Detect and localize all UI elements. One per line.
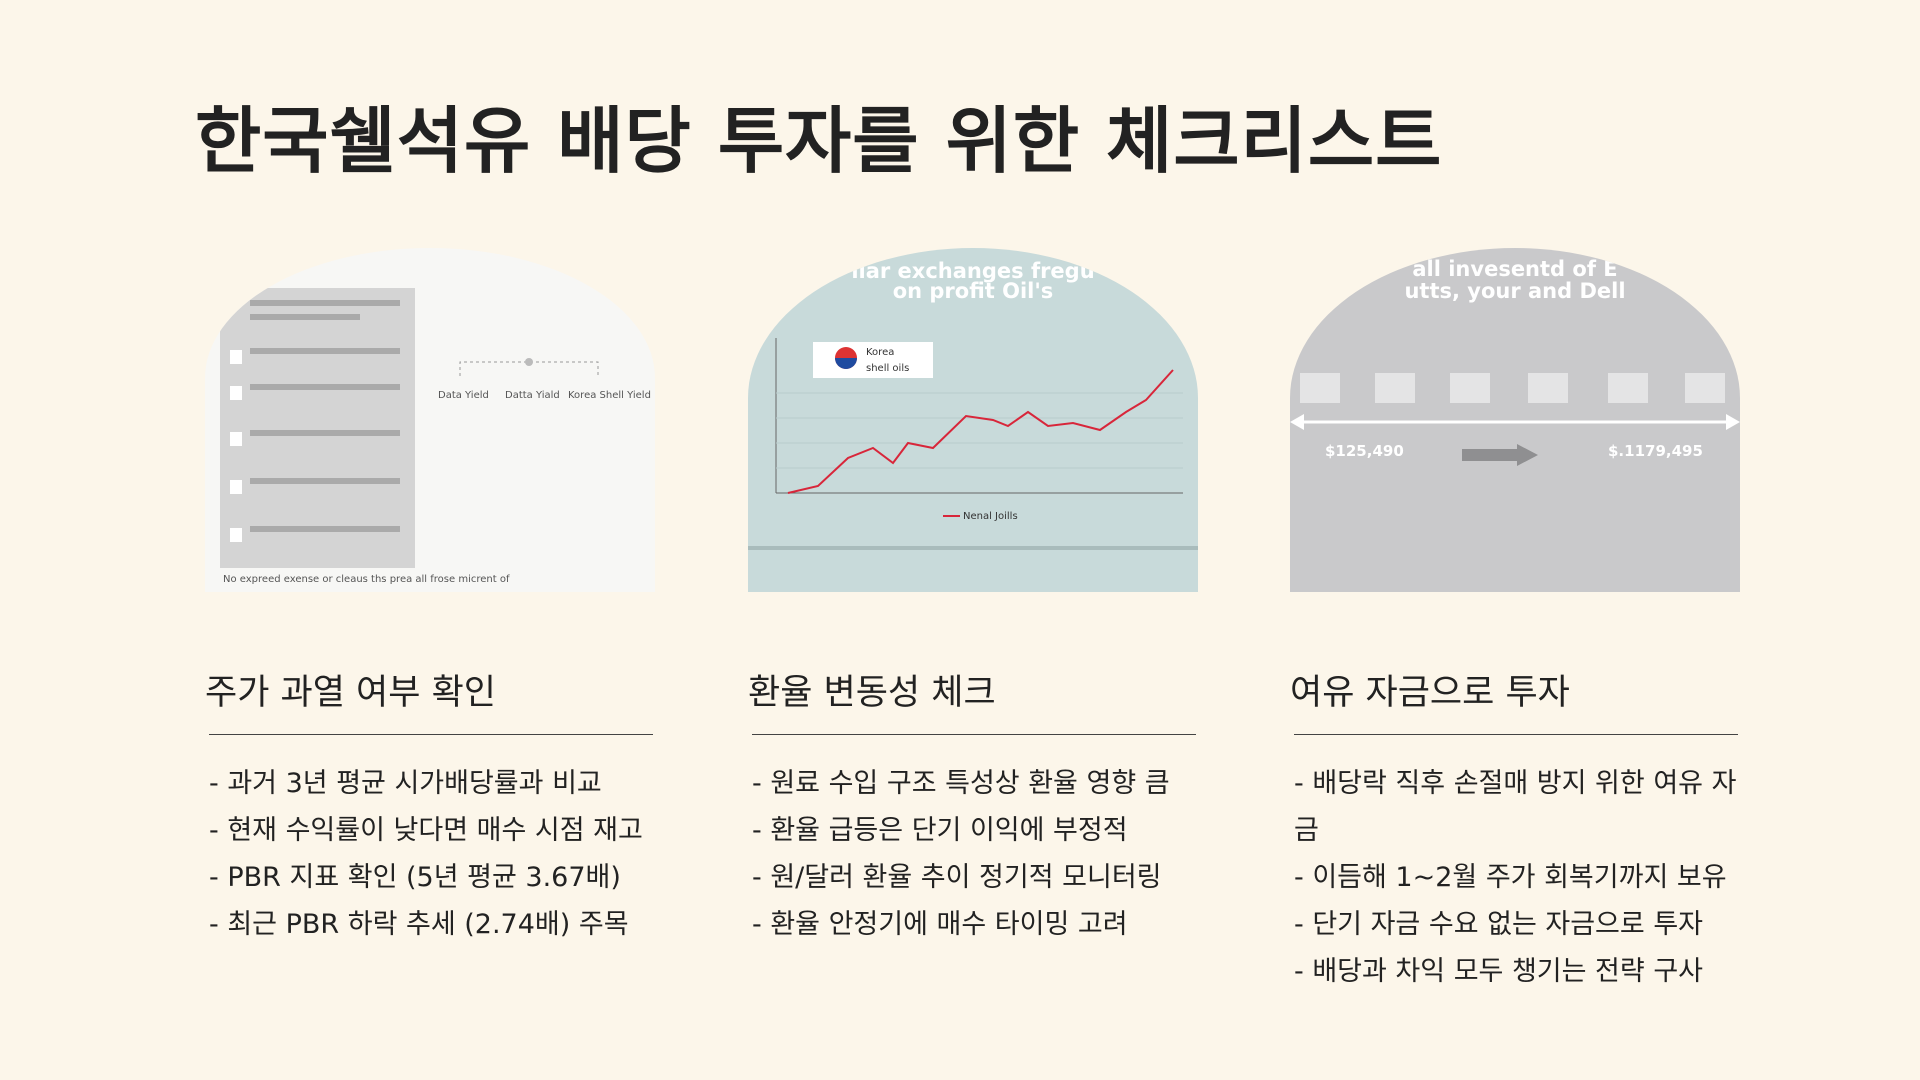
bullet: - 배당락 직후 손절매 방지 위한 여유 자금 bbox=[1294, 768, 1737, 846]
divider bbox=[752, 734, 1196, 735]
card-image: Data Yield Datta Yiald Korea Shell Yield… bbox=[205, 248, 655, 592]
card-image: llar exchanges fregu on profit Oil's Kor… bbox=[748, 248, 1198, 592]
card-heading: 주가 과열 여부 확인 bbox=[205, 673, 496, 713]
divider bbox=[209, 734, 653, 735]
bullet-list: - 배당락 직후 손절매 방지 위한 여유 자금 - 이듬해 1~2월 주가 회복… bbox=[1294, 760, 1744, 995]
card-heading: 환율 변동성 체크 bbox=[748, 673, 996, 713]
card-image: all invesentd of E utts, your and Dell $… bbox=[1290, 248, 1740, 592]
bullet: - 환율 안정기에 매수 타이밍 고려 bbox=[752, 909, 1128, 940]
image-text: on profit Oil's bbox=[893, 279, 1054, 303]
card: all invesentd of E utts, your and Dell $… bbox=[1290, 248, 1740, 987]
image-text: utts, your and Dell bbox=[1404, 279, 1625, 303]
slide-title: 한국쉘석유 배당 투자를 위한 체크리스트 bbox=[195, 99, 1443, 183]
bullet: - 환율 급등은 단기 이익에 부정적 bbox=[752, 815, 1128, 846]
image-text: Nenal Joills bbox=[963, 511, 1018, 522]
bullet: - 최근 PBR 하락 추세 (2.74배) 주목 bbox=[209, 909, 629, 940]
card-heading: 여유 자금으로 투자 bbox=[1290, 673, 1570, 713]
image-text: Datta Yiald bbox=[505, 390, 560, 401]
image-text: all invesentd of E bbox=[1412, 257, 1617, 281]
image-text: $125,490 bbox=[1325, 442, 1404, 460]
card: Data Yield Datta Yiald Korea Shell Yield… bbox=[205, 248, 655, 940]
image-text: $.1179,495 bbox=[1608, 442, 1703, 460]
bullet: - 현재 수익률이 낮다면 매수 시점 재고 bbox=[209, 815, 643, 846]
bullet: - 원/달러 환율 추이 정기적 모니터링 bbox=[752, 862, 1162, 893]
divider bbox=[1294, 734, 1738, 735]
bullet-list: - 과거 3년 평균 시가배당률과 비교 - 현재 수익률이 낮다면 매수 시점 … bbox=[209, 760, 659, 948]
image-text: llar exchanges fregu bbox=[851, 259, 1094, 283]
card: llar exchanges fregu on profit Oil's Kor… bbox=[748, 248, 1198, 940]
bullet: - 배당과 차익 모두 챙기는 전략 구사 bbox=[1294, 956, 1703, 987]
bullet-list: - 원료 수입 구조 특성상 환율 영향 큼 - 환율 급등은 단기 이익에 부정… bbox=[752, 760, 1202, 948]
bullet: - 과거 3년 평균 시가배당률과 비교 bbox=[209, 768, 602, 799]
image-text: Korea Shell Yield bbox=[568, 390, 651, 401]
image-text: No expreed exense or cleaus ths prea all… bbox=[223, 574, 510, 585]
bullet: - 이듬해 1~2월 주가 회복기까지 보유 bbox=[1294, 862, 1727, 893]
bullet: - 원료 수입 구조 특성상 환율 영향 큼 bbox=[752, 768, 1170, 799]
image-text: shell oils bbox=[866, 363, 909, 374]
image-text: Data Yield bbox=[438, 390, 489, 401]
bullet: - PBR 지표 확인 (5년 평균 3.67배) bbox=[209, 862, 621, 893]
bullet: - 단기 자금 수요 없는 자금으로 투자 bbox=[1294, 909, 1703, 940]
image-text: Korea bbox=[866, 347, 894, 358]
